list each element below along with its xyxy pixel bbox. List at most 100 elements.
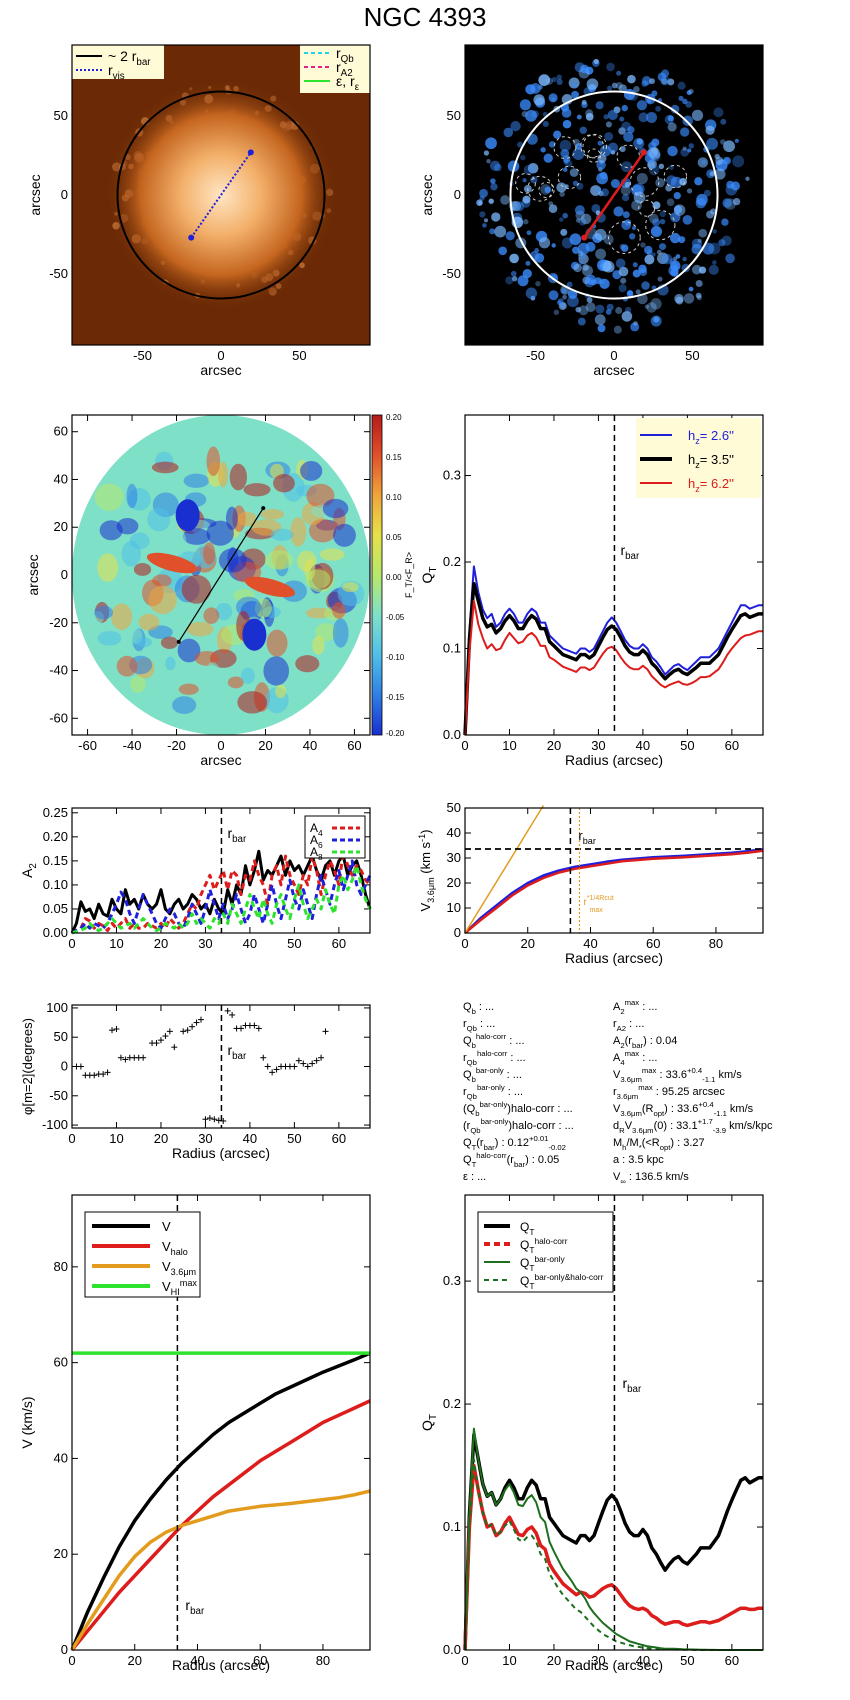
residual-blob — [670, 104, 680, 114]
residual-blob — [611, 82, 618, 89]
residual-blob — [503, 127, 514, 138]
legend-label-part: bar-only&halo-corr — [534, 1272, 603, 1282]
legend-label-part: max — [180, 1278, 198, 1288]
parameter-row-part: 3.6μm — [620, 1109, 642, 1118]
parameter-row-part: bar — [632, 1041, 644, 1050]
residual-blob — [548, 93, 558, 103]
residual-blob — [615, 258, 626, 269]
parameter-row-part: +0.4 — [687, 1066, 703, 1075]
x-axis-label: Radius (arcsec) — [172, 1145, 270, 1161]
residual-blob — [598, 190, 604, 197]
legend-label-part: = 6.2'' — [700, 476, 734, 491]
residual-blob — [569, 233, 582, 246]
plot-frame — [464, 1194, 764, 1651]
residual-blob — [691, 238, 702, 249]
residual-blob — [621, 104, 628, 112]
y-tick-label: 0 — [61, 187, 68, 202]
y-axis-label: φ[m=2](degrees) — [20, 1018, 35, 1115]
contour — [638, 199, 656, 217]
residual-blob — [623, 131, 634, 143]
plot-frame — [464, 807, 764, 934]
residual-blob — [553, 130, 562, 139]
contour — [645, 209, 676, 241]
qmap-patch — [165, 656, 176, 671]
qmap-patch — [218, 548, 247, 573]
parameter-row-part: r — [613, 1086, 617, 1098]
x-axis-label: Radius (arcsec) — [565, 950, 663, 966]
qmap-patch — [135, 637, 152, 648]
colorbar — [371, 414, 383, 736]
circle-marker — [261, 506, 266, 511]
residual-blob — [597, 140, 603, 146]
residual-blob — [657, 72, 667, 82]
residual-blob — [682, 256, 687, 262]
residual-blob — [599, 145, 612, 157]
legend-box — [300, 45, 370, 93]
parameter-row: QT(rbar) : 0.12+0.01-0.02 — [463, 1134, 566, 1152]
residual-blob — [600, 188, 609, 197]
residual-blob — [682, 98, 688, 105]
qmap-patch — [295, 655, 320, 673]
y-axis-label: QT — [419, 567, 439, 584]
parameter-row-part: Q — [463, 1154, 472, 1166]
residual-blob — [483, 150, 490, 156]
am-panel: 0 10 20 30 40 50 60 0.00 0.05 0.10 0.15 0.20 0.25 rba… — [19, 805, 372, 951]
residual-blob — [721, 218, 729, 226]
v36-series-line — [464, 849, 764, 934]
y-axis-label-part: -1 — [417, 834, 427, 842]
residual-blob — [581, 99, 587, 105]
colorbar-tick-label: -0.20 — [386, 729, 405, 738]
parameter-row: A4max : ... — [613, 1049, 658, 1067]
residual-blob — [665, 184, 673, 192]
x-tick-label: 30 — [198, 936, 212, 951]
residual-blob — [534, 253, 545, 263]
am-series-line — [71, 864, 372, 935]
circle-marker — [247, 149, 254, 156]
qmap-patch — [111, 603, 133, 631]
residual-blob — [538, 74, 551, 86]
residual-blob — [578, 305, 589, 316]
residual-blob — [575, 306, 582, 313]
x-tick-label: -60 — [78, 738, 97, 753]
residual-blob — [638, 112, 649, 123]
parameter-row-part: km/s — [715, 1069, 742, 1081]
residual-blob — [698, 228, 708, 238]
residual-blob — [511, 276, 518, 282]
x-tick-label: -50 — [526, 348, 545, 363]
qmap-patch — [181, 574, 212, 604]
legend-label: QThalo-corr — [520, 1236, 568, 1255]
parameter-row-part: : 136.5 km/s — [626, 1171, 689, 1183]
parameter-row-part: h — [622, 1143, 626, 1152]
legend-label-part: = 3.5'' — [700, 452, 734, 467]
residual-blob — [688, 286, 694, 292]
x-tick-label: 60 — [646, 936, 660, 951]
parameter-row-part: ∞ — [620, 1177, 625, 1186]
y-tick-label: -100 — [42, 1117, 68, 1132]
residual-blob — [542, 111, 548, 117]
residual-blob — [712, 229, 717, 234]
residual-blob — [732, 197, 741, 206]
legend-box — [72, 45, 164, 79]
residual-blob — [577, 317, 586, 326]
residual-blob — [669, 232, 681, 244]
qmap-patch — [266, 629, 288, 657]
residual-blob — [594, 314, 606, 326]
residual-blob — [543, 153, 553, 163]
residual-blob — [623, 88, 636, 101]
residual-blob — [597, 324, 606, 333]
parameter-row-part: ) : 0.04 — [643, 1035, 677, 1047]
parameter-row-part: b — [475, 1109, 479, 1118]
y-tick-label: 0 — [454, 187, 461, 202]
qmap-patch — [182, 528, 211, 545]
parameter-row-part: : ... — [639, 1052, 657, 1064]
parameter-row-part: bar-only — [480, 1100, 508, 1109]
residual-blob — [732, 155, 745, 168]
legend-label: rvis — [108, 62, 125, 82]
legend-label: QTbar-only&halo-corr — [520, 1272, 604, 1291]
x-tick-label: 0 — [68, 936, 75, 951]
bar-axis-line — [178, 507, 264, 643]
rbar-label-part: bar — [625, 551, 640, 562]
colorbar-tick-label: -0.10 — [386, 653, 405, 662]
residual-blob — [566, 281, 573, 288]
x-tick-label: 60 — [725, 738, 739, 753]
